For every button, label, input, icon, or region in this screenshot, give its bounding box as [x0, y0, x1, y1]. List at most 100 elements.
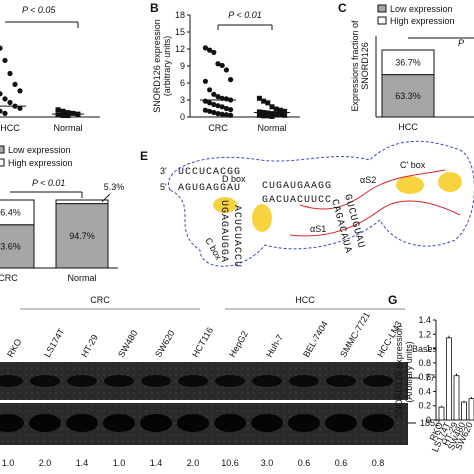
- point: [207, 47, 213, 53]
- lane-label: SW620: [153, 328, 176, 359]
- legend-entry: High expression: [390, 16, 455, 26]
- point: [55, 112, 61, 118]
- bar-high: [0, 199, 35, 226]
- group-label: CRC: [90, 295, 110, 305]
- point: [0, 91, 3, 97]
- guide-label: αS2: [360, 175, 376, 185]
- band: [251, 414, 283, 432]
- band: [66, 414, 98, 432]
- point: [273, 111, 279, 117]
- ratio-label: 2.0: [187, 458, 200, 468]
- point: [261, 98, 267, 104]
- point: [223, 105, 229, 112]
- band: [288, 414, 320, 432]
- group-label: HCC: [295, 295, 315, 305]
- value-label: 5.3%: [104, 182, 125, 192]
- legend-entry: Low expression: [8, 145, 71, 155]
- box-label: D box: [222, 174, 246, 184]
- band: [103, 414, 135, 432]
- lane-label: Huh-7: [264, 333, 285, 359]
- point: [219, 104, 225, 110]
- point: [215, 111, 221, 117]
- box-label: C' box: [400, 160, 426, 170]
- strand-end: 5': [160, 182, 167, 192]
- point: [0, 108, 3, 114]
- y-axis-label: SNORD126 expression: [152, 19, 162, 113]
- y-tick-label: 1: [426, 344, 431, 354]
- lane-label: LS174T: [42, 326, 67, 359]
- legend-entry: Low expression: [390, 4, 453, 14]
- bar-low: [0, 224, 35, 269]
- point: [223, 112, 229, 118]
- x-tick-label: Normal: [53, 123, 82, 133]
- strand: UCCUCACGG: [178, 167, 241, 178]
- y-tick-label: 9: [180, 61, 185, 71]
- point: [228, 107, 234, 113]
- label: P < 0.05: [22, 5, 56, 15]
- lane-label: SW480: [116, 328, 139, 359]
- legend-entry: High expression: [8, 158, 73, 168]
- y-tick-label: 12: [175, 44, 185, 54]
- point: [277, 112, 283, 118]
- y-tick-label: 0.2: [418, 401, 431, 411]
- bar-high: [55, 199, 109, 205]
- band: [30, 375, 60, 387]
- value-label: 94.7%: [69, 231, 95, 241]
- ratio-label: 2.0: [39, 458, 52, 468]
- bar: [461, 401, 467, 421]
- ratio-label: 3.0: [261, 458, 274, 468]
- label: P < 0.01: [228, 10, 261, 20]
- point: [219, 111, 225, 117]
- point: [215, 103, 221, 109]
- bar: [446, 337, 452, 421]
- outline: [168, 140, 474, 267]
- guide-curve: [289, 200, 461, 237]
- band: [140, 414, 172, 432]
- value-label: 36.4%: [0, 207, 21, 217]
- label: P: [458, 38, 464, 48]
- value-label: 63.6%: [0, 241, 21, 251]
- point: [2, 96, 8, 102]
- point: [282, 108, 288, 114]
- strand-end: 3': [160, 166, 167, 176]
- point: [65, 113, 71, 119]
- point: [215, 94, 221, 100]
- x-tick-label: CRC: [0, 273, 18, 283]
- band: [0, 375, 23, 387]
- y-tick-label: 15: [175, 27, 185, 37]
- size-label: 1852: [420, 418, 440, 428]
- label: P < 0.01: [32, 178, 65, 188]
- strand: ACUCUACCU: [231, 205, 242, 268]
- point: [7, 70, 13, 77]
- point: [256, 109, 262, 115]
- ratio-label: 0.6: [298, 458, 311, 468]
- lane-label: RKO: [5, 337, 23, 359]
- point: [202, 107, 208, 113]
- band: [362, 414, 394, 432]
- point: [17, 88, 23, 94]
- point: [65, 110, 71, 116]
- y-tick-label: 1.4: [418, 315, 431, 325]
- lane-label: HCT116: [190, 326, 215, 359]
- y-axis-label: Expressions fraction of: [350, 20, 360, 112]
- band: [289, 375, 319, 387]
- band: [178, 375, 208, 387]
- leader: [101, 193, 111, 203]
- y-tick-label: 0.4: [418, 386, 431, 396]
- point: [223, 67, 229, 73]
- panel-label: B: [150, 1, 159, 15]
- y-tick-label: 1.2: [418, 329, 431, 339]
- point: [2, 110, 8, 116]
- band: [177, 414, 209, 432]
- y-axis-label: (Arbitrary units): [404, 341, 414, 403]
- band: [252, 375, 282, 387]
- point: [207, 100, 213, 106]
- ratio-label: 10.6: [221, 458, 239, 468]
- band: [363, 375, 393, 387]
- strand: AGUGAGGAU: [178, 183, 241, 194]
- point: [261, 113, 267, 119]
- guide-curve: [299, 169, 446, 210]
- panel-label: G: [388, 293, 397, 307]
- point: [265, 110, 271, 116]
- band: [215, 375, 245, 387]
